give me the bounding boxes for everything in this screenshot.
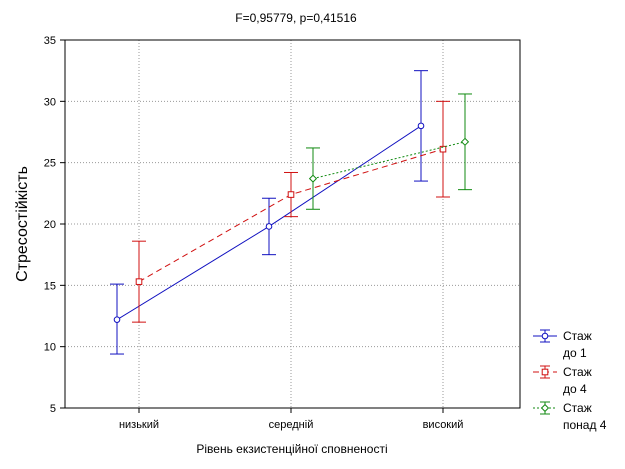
data-point <box>439 145 447 153</box>
legend-label: Стаж <box>563 365 592 379</box>
data-point <box>308 174 318 183</box>
legend: Стаж до 1 Стаж до 4 Стаж понад 4 <box>533 329 607 432</box>
axes: 5 10 15 20 25 30 35 низький середній високий <box>44 35 464 431</box>
y-tick-label: 5 <box>50 403 56 415</box>
x-axis-label: Рівень екзистенційної сповненості <box>196 442 387 456</box>
x-tick-label: низький <box>119 419 159 431</box>
series-1 <box>110 70 428 355</box>
legend-label: до 4 <box>563 382 587 396</box>
legend-marker <box>541 368 549 376</box>
legend-marker <box>541 332 549 340</box>
legend-label: Стаж <box>563 401 592 415</box>
y-tick-label: 35 <box>44 35 56 47</box>
legend-marker <box>540 403 550 413</box>
legend-item-2: Стаж до 4 <box>533 365 592 396</box>
data-point <box>287 191 295 198</box>
y-tick-label: 30 <box>44 96 56 108</box>
data-point <box>265 223 273 230</box>
legend-item-3: Стаж понад 4 <box>533 401 607 432</box>
chart-title: F=0,95779, p=0,41516 <box>235 11 357 25</box>
data-point <box>460 137 470 146</box>
data-point <box>417 122 425 130</box>
x-tick-label: середній <box>269 419 314 431</box>
grid <box>65 40 520 408</box>
legend-item-1: Стаж до 1 <box>533 329 592 360</box>
y-axis-label: Стресостійкість <box>14 166 31 282</box>
x-tick-label: високий <box>423 419 464 431</box>
series-3 <box>306 93 472 210</box>
data-point <box>135 278 143 285</box>
data-point <box>113 316 121 323</box>
series-2 <box>132 100 450 323</box>
series-layer <box>110 70 472 355</box>
plot-frame <box>64 39 521 409</box>
y-tick-label: 25 <box>44 158 56 170</box>
legend-label: Стаж <box>563 329 592 343</box>
y-tick-label: 10 <box>44 342 56 354</box>
y-tick-label: 15 <box>44 280 56 292</box>
legend-label: понад 4 <box>563 418 607 432</box>
legend-label: до 1 <box>563 346 587 360</box>
y-tick-label: 20 <box>44 219 56 231</box>
